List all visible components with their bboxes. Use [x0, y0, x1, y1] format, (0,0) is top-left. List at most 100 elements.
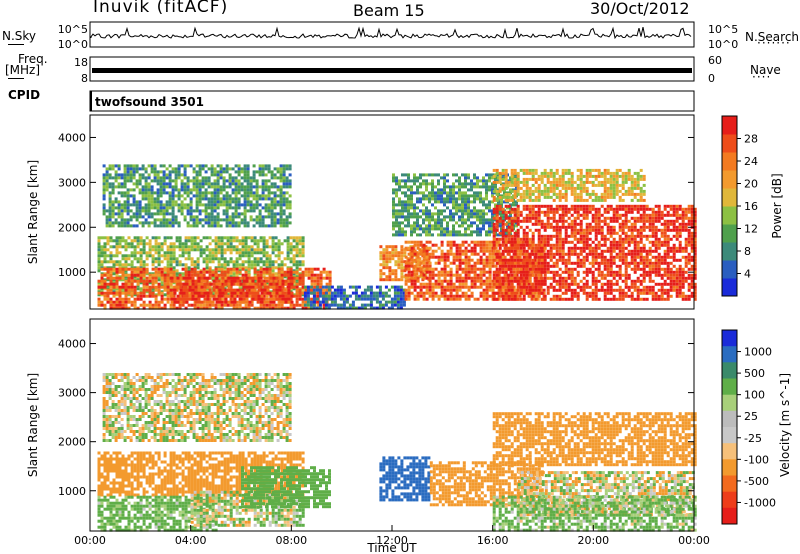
power-echo-cell-1651	[289, 273, 293, 277]
power-echo-cell-3025	[306, 285, 310, 289]
power-echo-cell-3792	[488, 282, 492, 286]
power-echo-cell-3062	[324, 300, 328, 304]
power-echo-cell-4848	[510, 276, 514, 280]
power-echo-cell-4131	[404, 185, 407, 189]
power-echo-cell-2789	[243, 212, 247, 216]
power-echo-cell-3382	[407, 258, 411, 262]
power-echo-cell-4194	[416, 200, 419, 204]
power-echo-cell-410	[184, 239, 188, 243]
power-echo-cell-1004	[103, 282, 107, 286]
power-echo-cell-1492	[241, 306, 245, 310]
power-echo-cell-2291	[147, 203, 151, 207]
power-echo-cell-3084	[336, 288, 340, 292]
power-echo-cell-4733	[495, 273, 499, 277]
power-echo-cell-2042	[284, 294, 288, 298]
power-echo-cell-1783	[328, 282, 332, 286]
power-echo-cell-2317	[153, 176, 157, 180]
power-echo-cell-2476	[183, 203, 187, 207]
power-echo-cell-3469	[425, 255, 429, 259]
power-echo-cell-1049	[115, 291, 119, 295]
power-echo-cell-108	[118, 263, 122, 267]
power-echo-cell-613	[226, 242, 230, 246]
power-echo-cell-2734	[234, 188, 238, 192]
power-echo-cell-1920	[227, 300, 231, 304]
power-echo-cell-4418	[461, 224, 464, 228]
power-echo-cell-4711	[492, 276, 496, 280]
power-echo-cell-426	[187, 236, 191, 240]
power-echo-cell-1298	[187, 273, 191, 277]
date-title: 30/Oct/2012	[590, 0, 690, 18]
power-echo-cell-4190	[416, 185, 419, 189]
power-echo-cell-2022	[275, 288, 279, 292]
power-echo-cell-2212	[132, 173, 136, 177]
power-echo-cell-4941	[522, 279, 526, 283]
power-echo-cell-3643	[461, 243, 465, 247]
power-echo-cell-3689	[470, 246, 474, 250]
power-echo-cell-3511	[434, 243, 438, 247]
power-echo-cell-4420	[464, 173, 467, 177]
power-echo-cell-1972	[251, 291, 255, 295]
power-echo-cell-2692	[225, 206, 229, 210]
power-echo-cell-3882	[506, 291, 510, 295]
power-echo-cell-2409	[171, 167, 175, 171]
power-echo-cell-4806	[507, 204, 511, 208]
power-echo-cell-4367	[452, 206, 455, 210]
power-echo-cell-4868	[513, 252, 517, 256]
power-echo-cell-4772	[501, 252, 505, 256]
power-echo-cell-4233	[425, 194, 428, 198]
nsky-legend-line	[8, 44, 24, 45]
power-echo-cell-2700	[228, 173, 232, 177]
power-echo-cell-2395	[168, 176, 172, 180]
power-echo-cell-2867	[261, 167, 265, 171]
power-echo-cell-4894	[516, 258, 520, 262]
power-echo-cell-363	[172, 257, 176, 261]
power-echo-cell-3280	[400, 251, 404, 255]
power-echo-cell-2800	[246, 182, 250, 186]
power-echo-cell-2818	[249, 200, 253, 204]
power-echo-cell-238	[145, 263, 149, 267]
power-echo-cell-659	[235, 260, 239, 264]
power-echo-cell-1117	[133, 291, 137, 295]
power-echo-cell-2778	[243, 176, 247, 180]
power-echo-cell-4011	[533, 264, 537, 268]
power-echo-cell-1774	[325, 288, 329, 292]
power-echo-cell-687	[241, 254, 245, 258]
power-echo-cell-828	[271, 245, 275, 249]
power-echo-cell-204	[139, 242, 143, 246]
power-echo-cell-202	[139, 236, 143, 240]
power-echo-cell-147	[127, 236, 131, 240]
power-echo-cell-3264	[394, 254, 398, 258]
power-echo-cell-1190	[154, 300, 158, 304]
power-echo-cell-4083	[392, 233, 395, 237]
power-echo-cell-3572	[446, 273, 450, 277]
power-echo-cell-3416	[413, 276, 417, 280]
power-echo-cell-3543	[440, 279, 444, 283]
power-echo-cell-1237	[169, 273, 173, 277]
power-echo-cell-4465	[470, 230, 473, 234]
power-echo-cell-4174	[413, 173, 416, 177]
power-echo-cell-1034	[112, 267, 116, 271]
power-echo-cell-4629	[503, 212, 506, 216]
power-echo-cell-4178	[413, 191, 416, 195]
power-echo-cell-1132	[139, 270, 143, 274]
power-echo-cell-259	[151, 257, 155, 261]
power-echo-cell-4333	[446, 179, 449, 183]
power-echo-cell-1045	[115, 276, 119, 280]
power-echo-cell-397	[181, 242, 185, 246]
power-echo-cell-3259	[391, 272, 395, 276]
power-echo-cell-3583	[449, 252, 453, 256]
power-echo-cell-297	[160, 242, 164, 246]
power-echo-cell-4567	[491, 224, 494, 228]
power-echo-cell-2950	[276, 203, 280, 207]
power-echo-cell-2339	[156, 206, 160, 210]
power-echo-cell-2167	[123, 182, 127, 186]
power-echo-cell-4926	[522, 216, 526, 220]
power-echo-cell-3417	[413, 279, 417, 283]
power-echo-cell-2745	[234, 224, 238, 228]
power-echo-cell-1845	[194, 285, 198, 289]
power-echo-cell-2260	[141, 206, 145, 210]
power-echo-cell-4207	[419, 191, 422, 195]
power-echo-cell-2675	[222, 194, 226, 198]
power-echo-cell-4710	[492, 273, 496, 277]
power-echo-cell-4236	[425, 209, 428, 213]
